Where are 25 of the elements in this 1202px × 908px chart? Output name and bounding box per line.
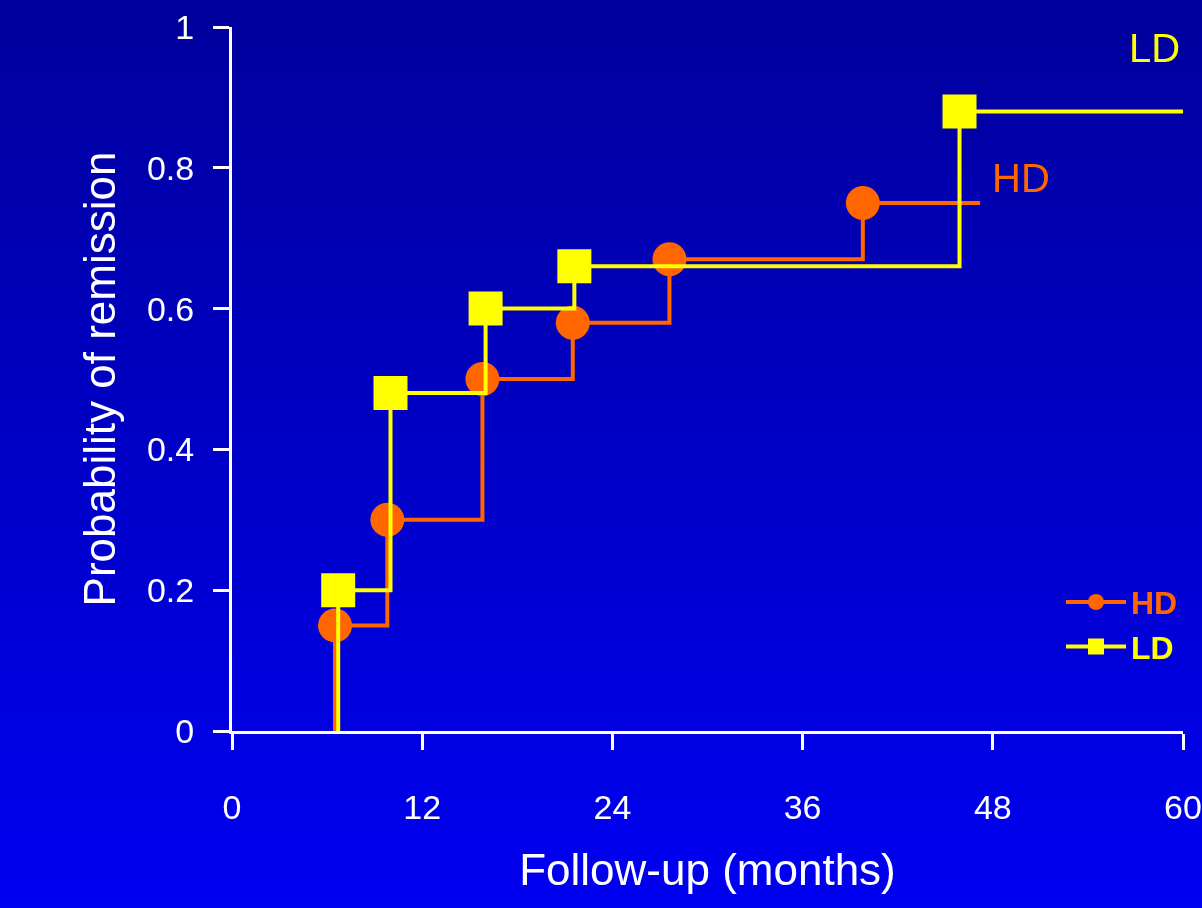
point [845,186,880,220]
x-tick-label: 60 [1164,787,1202,826]
point [555,305,590,340]
point [373,376,408,411]
point [942,94,977,129]
point [321,573,356,608]
x-tick-label: 24 [593,787,632,826]
annotation: LD [1129,26,1181,70]
y-tick-label: 0.2 [146,571,195,610]
x-tick-label: 36 [783,787,822,826]
y-tick-label: 0.4 [146,430,195,469]
point [468,291,503,326]
legend-label: LD [1131,630,1174,667]
x-tick-label: 48 [973,787,1012,826]
y-tick-label: 1 [175,7,195,46]
y-tick-label: 0 [175,711,195,750]
point [557,249,592,284]
x-tick-label: 12 [403,787,442,826]
x-tick-label: 0 [222,787,242,826]
y-tick-label: 0.6 [146,289,195,328]
annotation: HD [992,156,1050,200]
x-axis-title: Follow-up (months) [519,845,896,895]
legend-label: HD [1131,585,1178,622]
y-axis-title: Probability of remission [75,151,125,607]
y-tick-label: 0.8 [146,148,195,187]
